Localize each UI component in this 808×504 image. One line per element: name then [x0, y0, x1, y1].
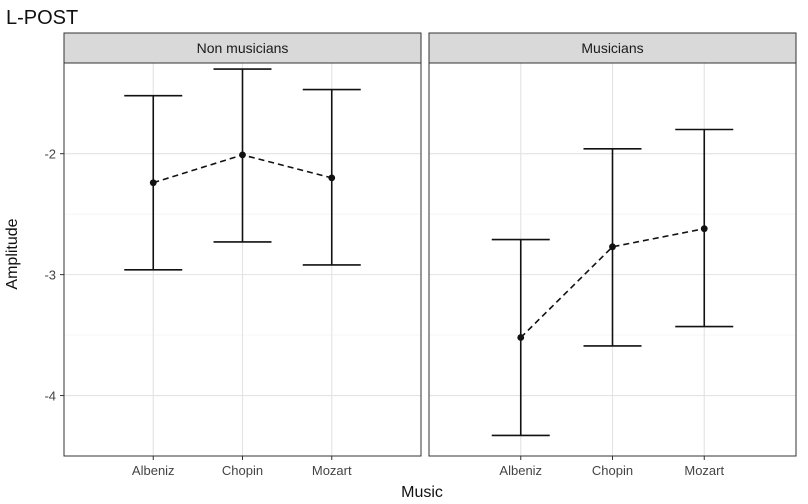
panel-musicians: Musicians Albeniz Chopin Mozart — [428, 32, 797, 478]
x-tick-label: Chopin — [222, 463, 263, 478]
chart-title: L-POST — [6, 7, 78, 29]
x-tick-label: Mozart — [684, 463, 724, 478]
mean-point — [239, 151, 246, 159]
x-axis-ticks: Albeniz Chopin Mozart — [132, 456, 352, 478]
x-tick-label: Mozart — [312, 463, 352, 478]
x-tick-label: Chopin — [592, 463, 633, 478]
panel-strip — [428, 32, 797, 64]
mean-point — [328, 174, 336, 182]
x-tick-label: Albeniz — [132, 463, 175, 478]
x-axis-ticks: Albeniz Chopin Mozart — [499, 456, 725, 478]
panel-strip — [63, 32, 422, 64]
y-axis: -4 -3 -2 — [44, 147, 64, 404]
x-tick-label: Albeniz — [499, 463, 542, 478]
panel-strip-label: Musicians — [581, 40, 643, 56]
y-tick-label: -4 — [44, 389, 56, 404]
mean-point — [609, 243, 616, 251]
y-axis-title: Amplitude — [4, 218, 21, 289]
panel-non-musicians: Non musicians Albeniz Chopin Mozart — [63, 32, 422, 478]
mean-connector-line — [520, 227, 705, 339]
mean-point — [149, 179, 157, 187]
y-tick-label: -3 — [44, 268, 56, 283]
mean-point — [517, 334, 525, 341]
x-axis-title: Music — [401, 484, 443, 501]
mean-point — [700, 225, 708, 233]
panel-strip-label: Non musicians — [197, 40, 289, 56]
panel-marks — [124, 68, 361, 271]
panel-marks — [491, 128, 734, 437]
y-tick-label: -2 — [44, 147, 56, 162]
